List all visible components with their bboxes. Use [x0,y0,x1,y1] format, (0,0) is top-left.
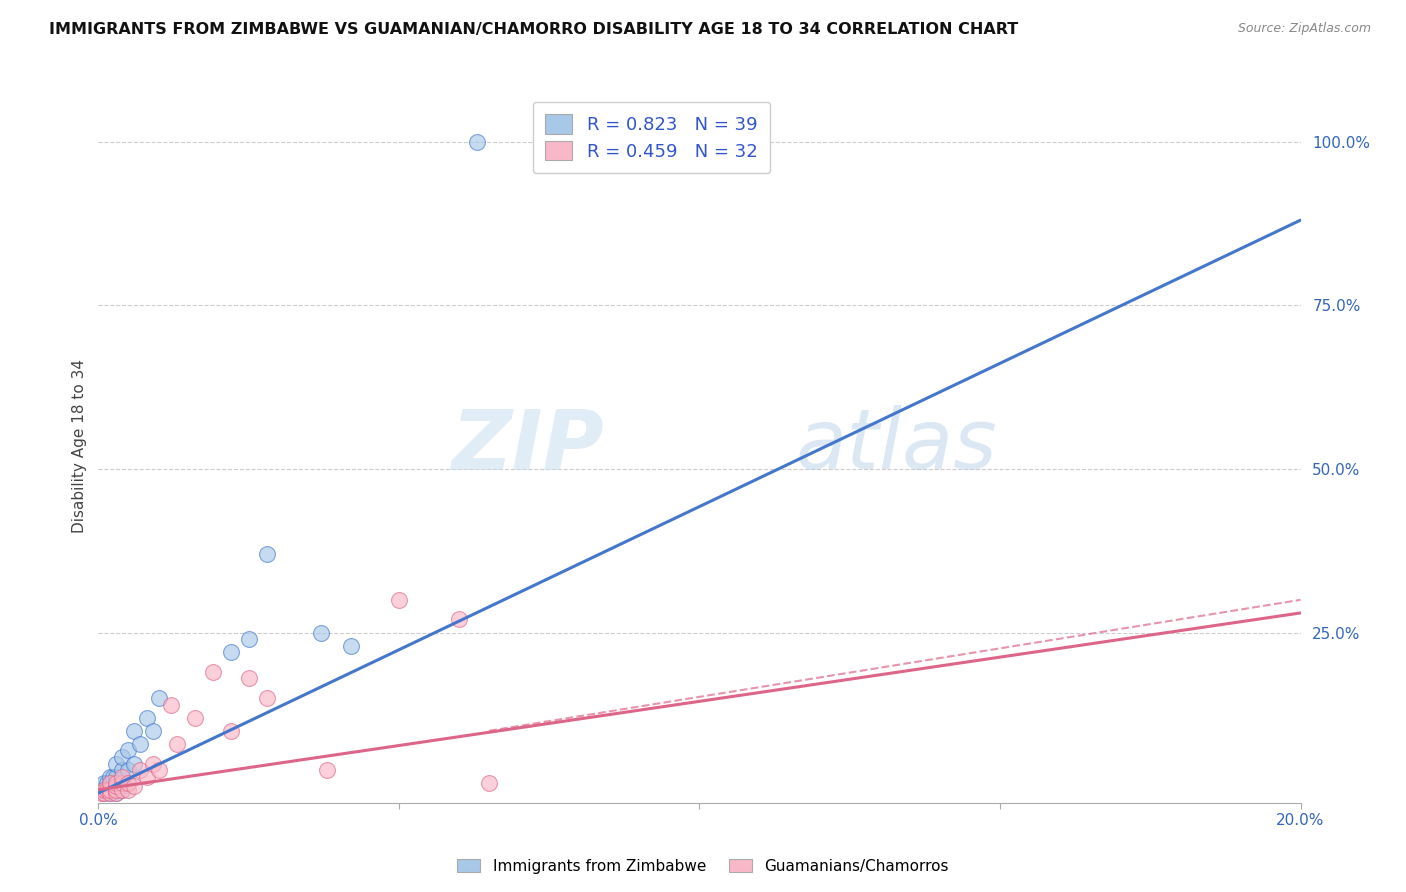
Point [90,782,112,797]
Point [111,782,134,797]
Point [256,547,278,561]
Text: ZIP: ZIP [451,406,603,486]
Point [96,782,118,797]
Point [111,782,134,797]
Point [478,776,501,790]
Point [129,763,152,777]
Point [256,691,278,706]
Point [90,786,112,800]
Point [103,770,125,784]
Point [111,776,134,790]
Point [105,786,128,800]
Point [148,763,170,777]
Point [183,711,205,725]
Text: IMMIGRANTS FROM ZIMBABWE VS GUAMANIAN/CHAMORRO DISABILITY AGE 18 TO 34 CORRELATI: IMMIGRANTS FROM ZIMBABWE VS GUAMANIAN/CH… [49,22,1018,37]
Point [103,782,125,797]
Point [96,776,118,790]
Point [117,743,139,757]
Point [135,770,157,784]
Point [105,756,128,771]
Point [117,776,139,790]
Point [100,786,122,800]
Point [447,612,470,626]
Point [100,776,122,790]
Legend: Immigrants from Zimbabwe, Guamanians/Chamorros: Immigrants from Zimbabwe, Guamanians/Cha… [451,853,955,880]
Point [465,135,488,149]
Point [93,786,115,800]
Point [124,780,146,794]
Text: Source: ZipAtlas.com: Source: ZipAtlas.com [1237,22,1371,36]
Point [238,632,260,647]
Point [93,782,115,797]
Point [148,691,170,706]
Point [93,786,115,800]
Point [124,723,146,738]
Point [111,750,134,764]
Point [93,782,115,797]
Point [159,698,181,712]
Point [388,592,411,607]
Point [100,782,122,797]
Point [100,770,122,784]
Point [105,770,128,784]
Point [100,786,122,800]
Point [105,780,128,794]
Point [135,711,157,725]
Point [315,763,337,777]
Y-axis label: Disability Age 18 to 34: Disability Age 18 to 34 [72,359,87,533]
Point [100,776,122,790]
Point [105,782,128,797]
Legend: R = 0.823   N = 39, R = 0.459   N = 32: R = 0.823 N = 39, R = 0.459 N = 32 [533,102,770,173]
Point [340,639,363,653]
Point [124,756,146,771]
Point [96,782,118,797]
Point [111,780,134,794]
Point [111,763,134,777]
Point [111,772,134,787]
Point [141,723,163,738]
Point [105,776,128,790]
Point [117,776,139,790]
Point [105,776,128,790]
Point [105,780,128,794]
Point [93,776,115,790]
Point [105,782,128,797]
Point [219,645,242,659]
Point [111,770,134,784]
Point [309,625,332,640]
Point [117,782,139,797]
Text: atlas: atlas [796,406,997,486]
Point [219,723,242,738]
Point [105,786,128,800]
Point [141,756,163,771]
Point [129,737,152,751]
Point [117,763,139,777]
Point [166,737,188,751]
Point [201,665,224,679]
Point [238,672,260,686]
Point [100,780,122,794]
Point [100,782,122,797]
